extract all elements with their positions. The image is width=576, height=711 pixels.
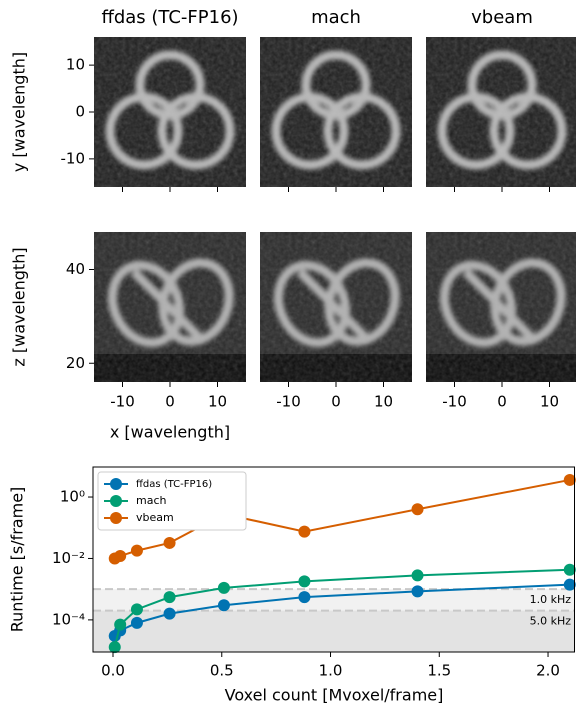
data-point [163, 607, 176, 620]
column-title: ffdas (TC-FP16) [101, 7, 238, 28]
y-tick-label: 10 [66, 56, 85, 74]
x-tick-label: 10 [374, 393, 393, 411]
x-tick-label: 0 [497, 393, 507, 411]
legend-label: vbeam [136, 511, 174, 524]
x-tick-label: 0.0 [101, 662, 125, 680]
x-axis-label: x [wavelength] [110, 423, 230, 442]
x-tick-label: 2.0 [536, 662, 560, 680]
data-point [298, 525, 311, 538]
image-panel [94, 37, 246, 187]
y-tick-label: 10⁻⁴ [52, 610, 85, 628]
image-panel [260, 232, 412, 382]
y-tick-label: 10⁰ [60, 488, 85, 506]
data-point [563, 563, 576, 576]
y-tick-label: 20 [66, 354, 85, 372]
x-tick-label: 1.5 [427, 662, 451, 680]
data-point [130, 544, 143, 557]
legend-box [97, 471, 247, 531]
x-tick-label: 0.5 [210, 662, 234, 680]
data-point [563, 473, 576, 486]
reference-label: 1.0 kHz [530, 593, 572, 606]
x-tick-label: 0 [165, 393, 175, 411]
legend-label: ffdas (TC-FP16) [136, 479, 212, 490]
data-point [108, 641, 121, 654]
x-tick-label: -10 [276, 393, 301, 411]
x-axis-label: Voxel count [Mvoxel/frame] [225, 686, 444, 705]
y-axis-label: z [wavelength] [10, 247, 29, 366]
data-point [298, 575, 311, 588]
image-panel [426, 232, 576, 382]
x-tick-label: 1.0 [319, 662, 343, 680]
data-point [411, 569, 424, 582]
image-panel [94, 232, 246, 382]
data-point [563, 578, 576, 591]
data-point [114, 550, 127, 563]
plot-frame [92, 466, 575, 653]
y-tick-label: 0 [75, 103, 85, 121]
y-tick-label: 10⁻² [52, 549, 85, 567]
data-point [411, 503, 424, 516]
x-tick-label: -10 [442, 393, 467, 411]
data-point [114, 618, 127, 631]
data-point [411, 585, 424, 598]
reference-label: 5.0 kHz [530, 615, 572, 628]
data-point [163, 591, 176, 604]
data-point [217, 581, 230, 594]
y-tick-label: 40 [66, 260, 85, 278]
y-tick-label: -10 [61, 149, 86, 167]
data-point [217, 599, 230, 612]
x-tick-label: 10 [208, 393, 227, 411]
x-tick-label: -10 [110, 393, 135, 411]
column-title: vbeam [471, 7, 533, 28]
data-point [163, 536, 176, 549]
legend-marker [110, 512, 122, 524]
x-tick-label: 0 [331, 393, 341, 411]
legend-label: mach [136, 494, 167, 507]
y-axis-label: Runtime [s/frame] [8, 487, 27, 633]
data-point [298, 591, 311, 604]
image-panel [426, 37, 576, 187]
data-point [130, 616, 143, 629]
column-title: mach [311, 7, 361, 28]
legend-marker [110, 495, 122, 507]
legend-marker [110, 478, 122, 490]
x-tick-label: 10 [540, 393, 559, 411]
y-axis-label: y [wavelength] [10, 52, 29, 172]
image-panel [260, 37, 412, 187]
data-point [130, 603, 143, 616]
